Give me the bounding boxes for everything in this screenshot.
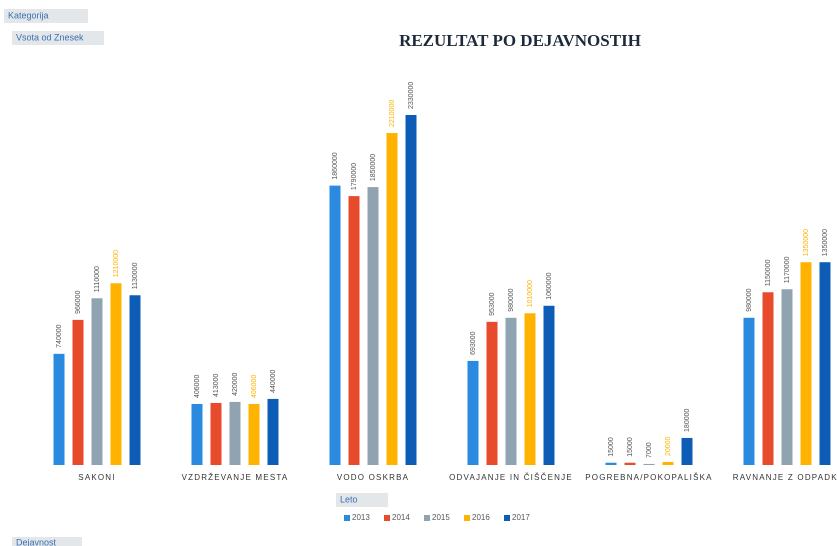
data-label: 693000 xyxy=(470,331,477,354)
bar xyxy=(367,187,379,465)
data-label: 413000 xyxy=(213,373,220,396)
bar xyxy=(72,319,84,465)
chart-title: REZULTAT PO DEJAVNOSTIH xyxy=(399,31,641,50)
data-label: 15000 xyxy=(627,437,634,457)
field-button[interactable] xyxy=(4,9,88,23)
bar xyxy=(624,462,636,465)
bar xyxy=(191,404,203,465)
legend-label: 2016 xyxy=(472,513,490,522)
field-button-label[interactable]: Vsota od Znesek xyxy=(16,32,84,42)
x-tick-label: POGREBNA/POKOPALIŠKA xyxy=(585,473,712,482)
legend-swatch xyxy=(504,515,510,521)
bar xyxy=(210,402,222,465)
data-label: 1060000 xyxy=(546,272,553,299)
data-label: 953000 xyxy=(489,292,496,315)
data-label: 406000 xyxy=(194,375,201,398)
data-label: 1110000 xyxy=(94,266,101,292)
legend-swatch xyxy=(344,515,350,521)
data-label: 1170000 xyxy=(784,256,791,283)
data-label: 740000 xyxy=(56,324,63,347)
data-label: 1010000 xyxy=(527,280,534,307)
x-tick-label: SAKONI xyxy=(78,473,115,482)
bar xyxy=(819,262,831,465)
bar xyxy=(129,295,141,465)
data-label: 1150000 xyxy=(765,259,772,286)
data-label: 1210000 xyxy=(113,250,120,277)
field-button[interactable] xyxy=(12,31,104,45)
bar xyxy=(662,461,674,465)
legend-label: 2013 xyxy=(352,513,370,522)
data-label: 1860000 xyxy=(332,152,339,179)
bar xyxy=(53,353,65,465)
x-tick-label: VZDRŽEVANJE MESTA xyxy=(182,473,289,482)
legend-swatch xyxy=(464,515,470,521)
bar xyxy=(543,305,555,465)
bar xyxy=(329,185,341,465)
data-label: 2330000 xyxy=(408,82,415,109)
field-button-label[interactable]: Kategorija xyxy=(8,10,49,20)
bar xyxy=(743,317,755,465)
legend-label: 2015 xyxy=(432,513,450,522)
bar xyxy=(91,298,103,465)
bar xyxy=(762,292,774,465)
data-label: 420000 xyxy=(232,372,239,395)
data-label: 966000 xyxy=(75,290,82,313)
legend-swatch xyxy=(424,515,430,521)
data-label: 1130000 xyxy=(132,262,139,289)
data-label: 1350000 xyxy=(822,229,829,256)
data-label: 180000 xyxy=(684,408,691,431)
bar xyxy=(405,115,417,465)
x-tick-label: ODVAJANJE IN ČIŠČENJE xyxy=(449,473,573,482)
bar xyxy=(467,360,479,465)
data-label: 440000 xyxy=(270,369,277,392)
bar xyxy=(524,313,536,465)
data-label: 980000 xyxy=(508,288,515,311)
data-label: 406000 xyxy=(251,375,258,398)
bar xyxy=(681,437,693,465)
legend-label: 2017 xyxy=(512,513,530,522)
bar xyxy=(643,463,655,465)
data-label: 980000 xyxy=(746,288,753,311)
field-button[interactable] xyxy=(12,537,82,546)
legend-label: 2014 xyxy=(392,513,410,522)
data-label: 1350000 xyxy=(803,229,810,256)
data-label: 2210000 xyxy=(389,100,396,127)
bar xyxy=(267,398,279,465)
bar xyxy=(248,404,260,465)
field-button-label[interactable]: Leto xyxy=(340,494,358,504)
data-label: 20000 xyxy=(665,436,672,456)
bar xyxy=(229,401,241,465)
bar xyxy=(781,289,793,465)
data-label: 7000 xyxy=(646,442,653,458)
field-button[interactable] xyxy=(336,493,388,507)
bar xyxy=(800,262,812,465)
x-tick-label: VODO OSKRBA xyxy=(337,473,409,482)
data-label: 1850000 xyxy=(370,154,377,181)
bar xyxy=(486,321,498,465)
legend-swatch xyxy=(384,515,390,521)
bar xyxy=(505,317,517,465)
bar xyxy=(386,133,398,465)
bar xyxy=(348,196,360,465)
bar xyxy=(605,462,617,465)
data-label: 1790000 xyxy=(351,163,358,190)
bar xyxy=(110,283,122,465)
data-label: 15000 xyxy=(608,437,615,457)
field-button-label[interactable]: Dejavnost xyxy=(16,537,57,546)
x-tick-label: RAVNANJE Z ODPADKI xyxy=(733,473,837,482)
